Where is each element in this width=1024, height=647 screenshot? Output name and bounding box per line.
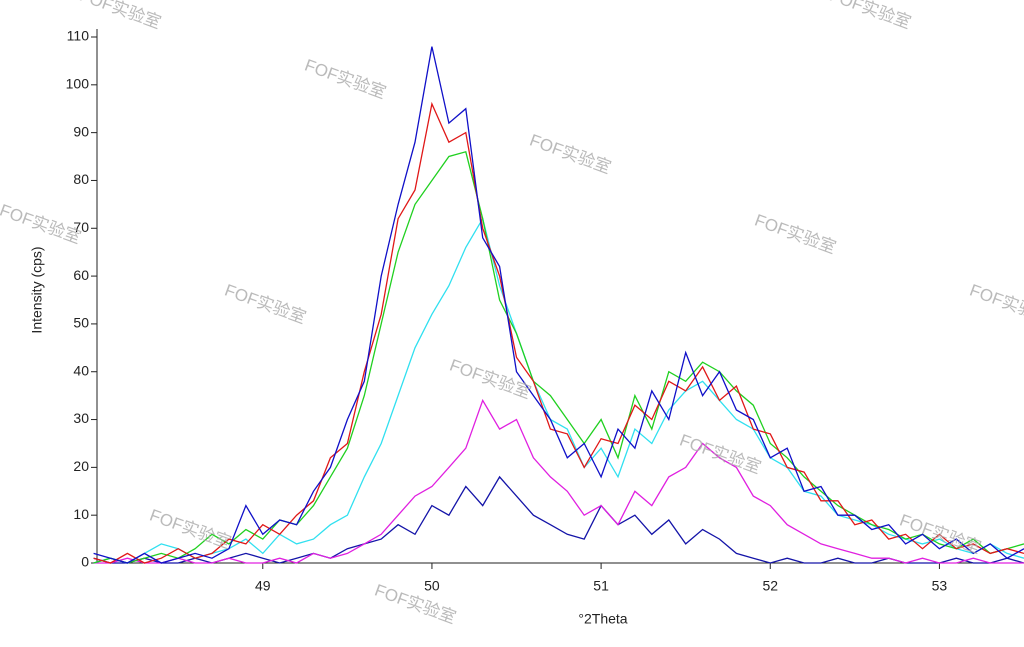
x-tick-label: 52 (762, 578, 778, 594)
x-tick-label: 49 (255, 578, 271, 594)
data-line (93, 398, 1024, 564)
y-tick-label: 10 (73, 506, 89, 522)
data-line (93, 217, 1024, 564)
y-tick-label: 20 (73, 458, 89, 474)
y-axis-label: Intensity (cps) (29, 246, 45, 333)
watermark: FOF实验室 (752, 211, 838, 258)
y-tick-label: 70 (73, 219, 89, 235)
data-line (93, 150, 1024, 564)
watermark: FOF实验室 (677, 431, 763, 478)
y-tick-label: 50 (73, 315, 89, 331)
data-line (93, 475, 1024, 564)
data-line (93, 101, 1024, 564)
y-tick-label: 30 (73, 410, 89, 426)
watermark: FOF实验室 (222, 281, 308, 328)
x-axis-label: °2Theta (578, 611, 627, 627)
y-tick-label: 40 (73, 362, 89, 378)
y-tick-label: 60 (73, 267, 89, 283)
watermark: FOF实验室 (827, 0, 913, 33)
y-tick-label: 80 (73, 171, 89, 187)
x-tick-label: 51 (593, 578, 609, 594)
y-tick-label: 90 (73, 123, 89, 139)
watermark: FOF实验室 (967, 281, 1024, 328)
watermark: FOF实验室 (302, 56, 388, 103)
watermark: FOF实验室 (372, 581, 458, 628)
watermark: FOF实验室 (0, 201, 84, 248)
y-tick-label: 110 (67, 28, 90, 44)
data-line (93, 46, 1024, 564)
watermark: FOF实验室 (77, 0, 163, 33)
watermark: FOF实验室 (147, 506, 233, 553)
y-tick-label: 0 (81, 554, 89, 570)
x-tick-label: 50 (424, 578, 440, 594)
watermark: FOF实验室 (897, 511, 983, 558)
x-tick-label: 53 (932, 578, 948, 594)
watermark: FOF实验室 (527, 131, 613, 178)
y-tick-label: 100 (66, 76, 90, 92)
